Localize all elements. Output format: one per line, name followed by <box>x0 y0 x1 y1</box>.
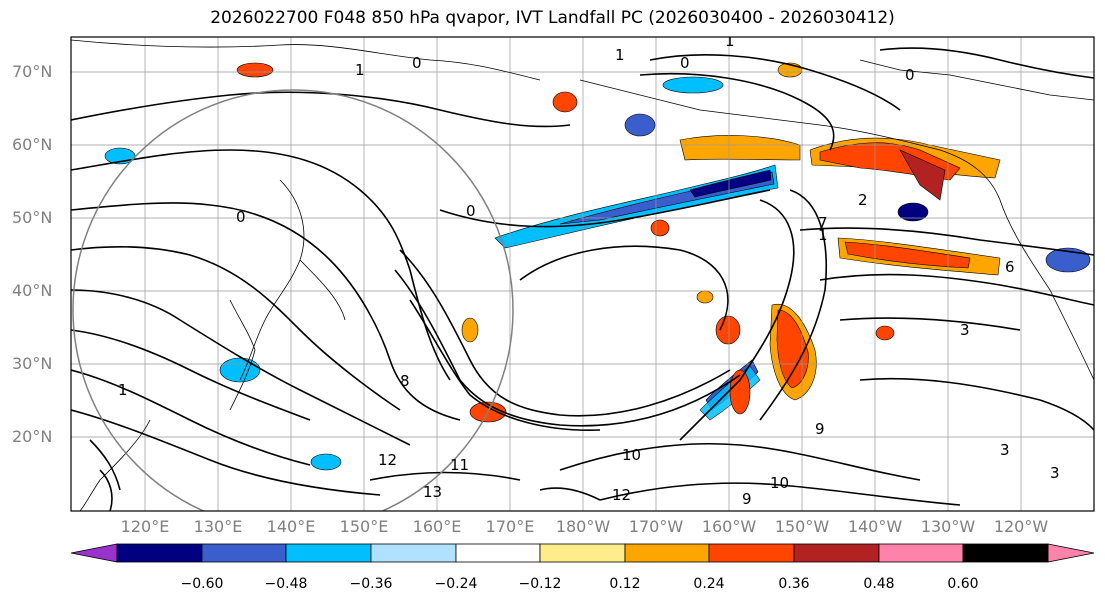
contour-label: 3 <box>1000 441 1010 459</box>
lon-label: 180°W <box>555 517 611 536</box>
lon-label: 160°W <box>701 517 757 536</box>
colorbar-segment <box>878 543 964 563</box>
colorbar-segment <box>539 543 626 563</box>
ivt-contours <box>71 47 1094 511</box>
lat-label: 40°N <box>12 281 53 300</box>
contour-label: 7 <box>818 214 828 232</box>
contour-label: 12 <box>612 486 631 504</box>
lon-label: 170°E <box>485 517 535 536</box>
contour-label: 0 <box>680 54 690 72</box>
colorbar-tick-label: 0.36 <box>778 576 810 592</box>
colorbar-segment <box>793 543 880 563</box>
lon-label: 150°W <box>774 517 830 536</box>
map-background <box>71 37 1094 511</box>
colorbar-segment <box>708 543 795 563</box>
contour-label: 3 <box>1050 464 1060 482</box>
map-frame <box>70 36 1095 512</box>
colorbar-segment <box>116 543 203 563</box>
colorbar <box>70 543 1095 563</box>
lon-label: 120°W <box>993 517 1049 536</box>
contour-label: 10 <box>622 446 641 464</box>
contour-label: 9 <box>742 490 752 508</box>
contour-label-group: 0 0 0 0 0 1 1 1 1 1 2 3 3 3 6 7 8 9 9 10… <box>118 32 1060 508</box>
colorbar-segment <box>624 543 710 563</box>
map-plot-area: 0 0 0 0 0 1 1 1 1 1 2 3 3 3 6 7 8 9 9 10… <box>71 32 1094 511</box>
contour-label: 6 <box>1005 258 1015 276</box>
colorbar-tick-label: −0.36 <box>349 576 393 592</box>
contour-label: 0 <box>236 208 246 226</box>
contour-label: 3 <box>960 321 970 339</box>
map-title: 2026022700 F048 850 hPa qvapor, IVT Land… <box>210 8 895 28</box>
landfall-pc-circle <box>72 89 514 511</box>
contour-label: 1 <box>818 226 828 244</box>
colorbar-segment <box>455 543 541 563</box>
contour-label: 1 <box>725 32 735 50</box>
contour-label: 9 <box>815 420 825 438</box>
contour-label: 1 <box>355 61 365 79</box>
contour-label: 0 <box>905 66 915 84</box>
lat-label: 30°N <box>12 354 53 373</box>
colorbar-tick-label: −0.48 <box>264 576 308 592</box>
lat-label: 20°N <box>12 427 53 446</box>
lat-label: 60°N <box>12 135 53 154</box>
lon-label: 170°W <box>628 517 684 536</box>
colorbar-tick-label: −0.12 <box>518 576 562 592</box>
colorbar-segment <box>370 543 457 563</box>
contour-label: 1 <box>118 381 128 399</box>
lon-label: 140°W <box>847 517 903 536</box>
colorbar-segment <box>962 543 1049 563</box>
lon-label: 140°E <box>266 517 316 536</box>
colorbar-tick-label: −0.24 <box>434 576 478 592</box>
colorbar-tick-label: 0.12 <box>609 576 641 592</box>
lon-label: 120°E <box>120 517 170 536</box>
contour-label: 0 <box>412 54 422 72</box>
contour-label: 11 <box>450 456 469 474</box>
lon-label: 150°E <box>339 517 389 536</box>
contour-label: 13 <box>423 483 442 501</box>
lat-label: 50°N <box>12 208 53 227</box>
lon-label: 130°W <box>920 517 976 536</box>
colorbar-segment <box>285 543 372 563</box>
colorbar-tick-label: 0.24 <box>693 576 725 592</box>
colorbar-tick-label: 0.60 <box>947 576 979 592</box>
colorbar-segment <box>201 543 287 563</box>
contour-label: 8 <box>400 372 410 390</box>
lat-label: 70°N <box>12 62 53 81</box>
lon-label: 160°E <box>412 517 462 536</box>
colorbar-extend-high <box>1047 543 1095 563</box>
colorbar-tick-label: −0.60 <box>180 576 224 592</box>
qvapor-anomaly-fill <box>104 62 1091 471</box>
contour-label: 1 <box>615 46 625 64</box>
coastlines <box>71 39 1094 511</box>
lon-label: 130°E <box>193 517 243 536</box>
contour-label: 0 <box>466 202 476 220</box>
contour-label: 10 <box>770 474 789 492</box>
contour-label: 12 <box>378 451 397 469</box>
colorbar-extend-low <box>70 543 118 563</box>
colorbar-tick-label: 0.48 <box>863 576 895 592</box>
contour-label: 2 <box>858 191 868 209</box>
